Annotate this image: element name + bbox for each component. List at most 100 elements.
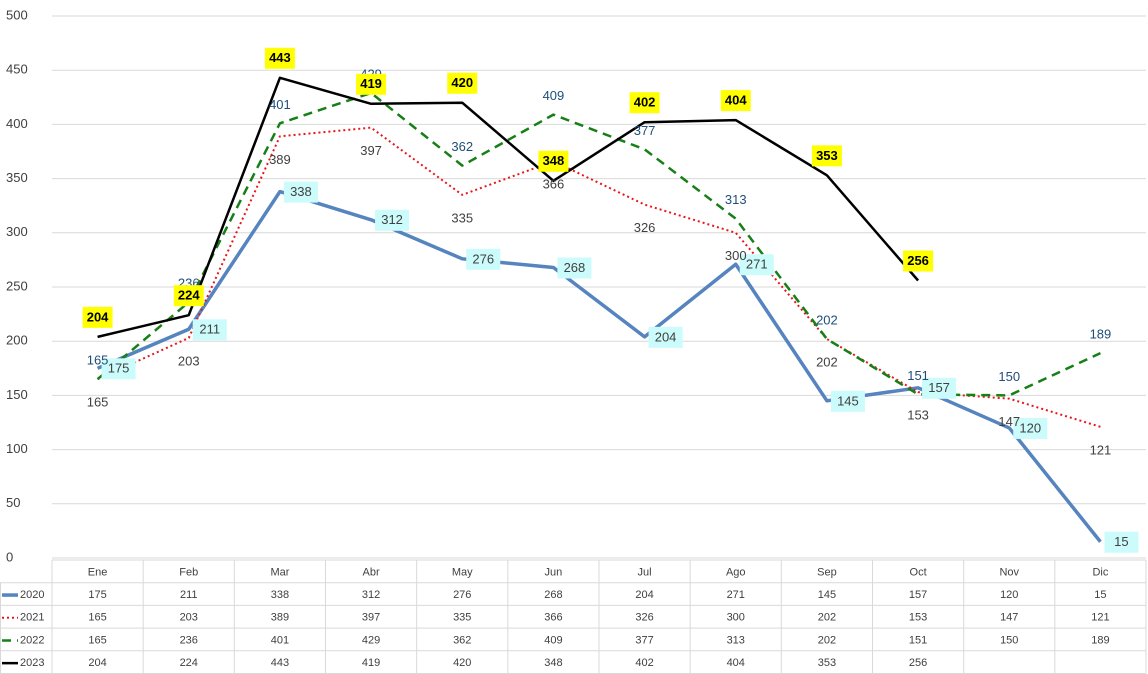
table-cell: 204: [635, 589, 653, 601]
data-label: 401: [269, 97, 291, 112]
data-label: 377: [634, 123, 656, 138]
table-cell: 150: [1000, 634, 1018, 646]
data-label: 353: [816, 148, 838, 163]
table-cell: 224: [180, 657, 198, 669]
data-label: 145: [837, 393, 859, 408]
table-cell: 326: [635, 612, 653, 624]
table-cell: 313: [727, 634, 745, 646]
y-tick-label: 350: [6, 170, 28, 185]
x-tick-label: Dic: [1092, 566, 1108, 578]
data-label: 224: [178, 288, 200, 303]
x-tick-label: Nov: [999, 566, 1019, 578]
table-cell: 362: [453, 634, 471, 646]
data-label: 256: [907, 253, 929, 268]
table-cell: 404: [727, 657, 745, 669]
table-cell: 335: [453, 612, 471, 624]
label-box: [375, 209, 410, 231]
label-box: [830, 390, 865, 412]
table-cell: 202: [818, 634, 836, 646]
x-tick-label: Jul: [638, 566, 652, 578]
table-cell: 165: [88, 634, 106, 646]
table-cell: 300: [727, 612, 745, 624]
table-cell: 397: [362, 612, 380, 624]
table-cell: 151: [909, 634, 927, 646]
data-label: 338: [290, 184, 312, 199]
data-label: 276: [472, 251, 494, 266]
label-box: [557, 257, 592, 279]
table-cell: 204: [88, 657, 106, 669]
table-cell: 366: [544, 612, 562, 624]
table-cell: 153: [909, 612, 927, 624]
data-label: 404: [725, 93, 747, 108]
table-cell: 203: [180, 612, 198, 624]
label-box: [1013, 417, 1048, 439]
data-label: 175: [108, 361, 130, 376]
data-label: 335: [451, 210, 473, 225]
table-cell: 15: [1094, 589, 1106, 601]
legend-label: 2020: [20, 589, 44, 601]
data-label: 203: [178, 353, 200, 368]
label-box: [356, 73, 387, 95]
label-box: [922, 377, 957, 399]
data-label: 268: [564, 260, 586, 275]
table-cell: 420: [453, 657, 471, 669]
table-cell: 276: [453, 589, 471, 601]
series-line: [96, 91, 1101, 397]
y-tick-label: 50: [6, 495, 20, 510]
data-label: 121: [1090, 442, 1112, 457]
x-tick-label: May: [452, 566, 473, 578]
data-label: 153: [907, 408, 929, 423]
data-label: 204: [87, 309, 109, 324]
label-box: [739, 254, 774, 276]
table-cell: 402: [635, 657, 653, 669]
data-label: 389: [269, 152, 291, 167]
legend-label: 2021: [20, 612, 44, 624]
label-box: [629, 92, 660, 114]
data-label: 151: [907, 368, 929, 383]
data-label: 348: [543, 153, 565, 168]
y-tick-label: 150: [6, 387, 28, 402]
data-label: 150: [998, 369, 1020, 384]
table-cell: 338: [271, 589, 289, 601]
y-tick-label: 400: [6, 116, 28, 131]
data-label: 420: [451, 75, 473, 90]
table-cell: 419: [362, 657, 380, 669]
x-tick-label: Ago: [726, 566, 746, 578]
table-cell: 348: [544, 657, 562, 669]
data-label: 397: [360, 143, 382, 158]
table-cell: 165: [88, 612, 106, 624]
table-cell: 256: [909, 657, 927, 669]
table-cell: 312: [362, 589, 380, 601]
table-cell: 429: [362, 634, 380, 646]
table-cell: 175: [88, 589, 106, 601]
data-label: 165: [87, 395, 109, 410]
y-tick-label: 500: [6, 7, 28, 22]
y-tick-label: 0: [6, 549, 13, 564]
table-cell: 211: [180, 589, 198, 601]
data-label: 202: [816, 312, 838, 327]
data-label: 443: [269, 50, 291, 65]
table-cell: 189: [1091, 634, 1109, 646]
data-label: 204: [655, 329, 677, 344]
table-cell: 401: [271, 634, 289, 646]
y-tick-label: 450: [6, 62, 28, 77]
data-label: 15: [1114, 534, 1128, 549]
legend-label: 2022: [20, 634, 44, 646]
label-box: [192, 319, 227, 341]
data-label: 157: [928, 380, 950, 395]
data-label: 326: [634, 220, 656, 235]
label-box: [264, 47, 295, 69]
data-label: 202: [816, 354, 838, 369]
data-label: 300: [725, 248, 747, 263]
legend-label: 2023: [20, 657, 44, 669]
x-tick-label: Abr: [363, 566, 380, 578]
table-cell: 147: [1000, 612, 1018, 624]
label-box: [538, 150, 569, 172]
label-box: [173, 285, 204, 307]
label-box: [648, 326, 683, 348]
label-box: [466, 248, 501, 270]
y-tick-label: 100: [6, 441, 28, 456]
table-cell: 145: [818, 589, 836, 601]
table-cell: 443: [271, 657, 289, 669]
